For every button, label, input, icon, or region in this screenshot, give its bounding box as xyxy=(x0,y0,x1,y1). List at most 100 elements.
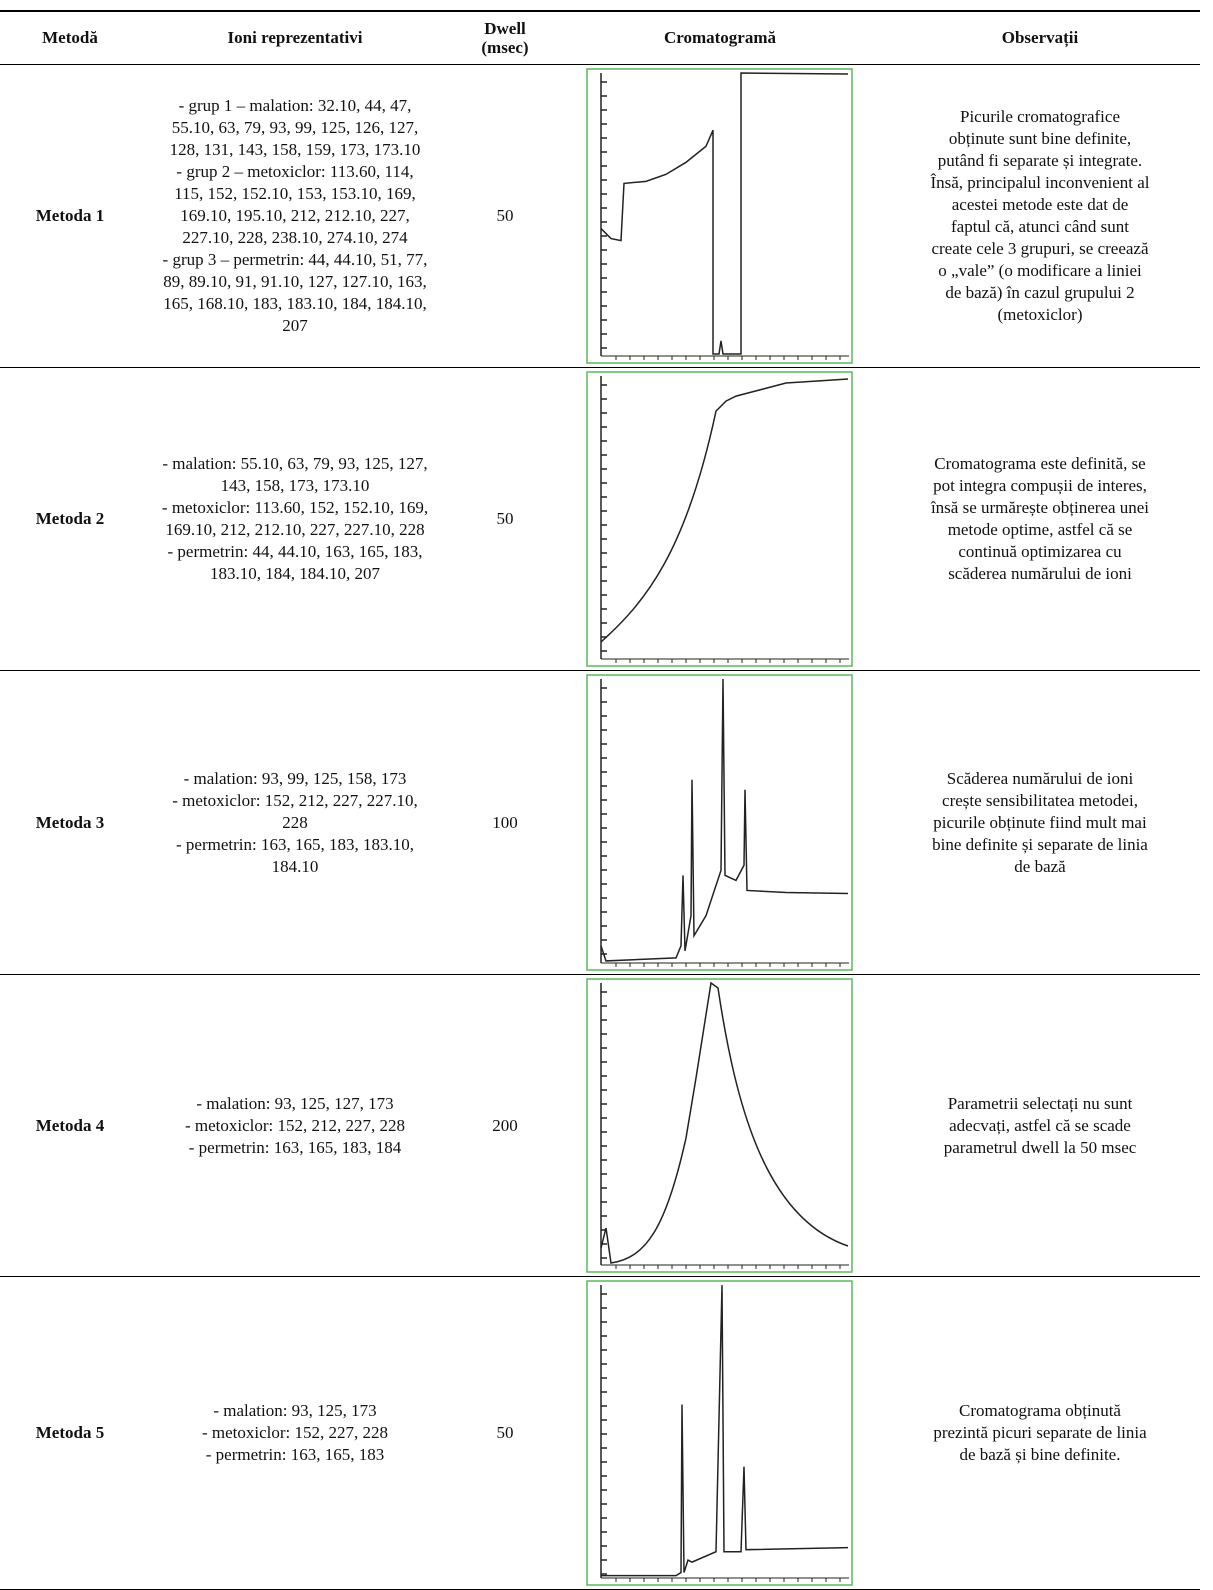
method-name: Metoda 5 xyxy=(36,1422,104,1444)
observations-line: scăderea numărului de ioni xyxy=(948,563,1132,585)
observations-line: Însă, principalul inconvenient al xyxy=(930,172,1149,194)
method-row: Metoda 3- malation: 93, 99, 125, 158, 17… xyxy=(0,671,1200,975)
chromatogram xyxy=(586,371,854,667)
header-text: Metodă xyxy=(42,27,98,49)
ions-line: 165, 168.10, 183, 183.10, 184, 184.10, xyxy=(163,293,427,315)
observations-line: Scăderea numărului de ioni xyxy=(947,768,1133,790)
ions-line: - grup 1 – malation: 32.10, 44, 47, xyxy=(179,95,412,117)
method-cell: Metoda 5 xyxy=(0,1277,140,1589)
observations-line: de bază și bine definite. xyxy=(960,1444,1121,1466)
chromatogram xyxy=(586,978,854,1273)
method-name: Metoda 4 xyxy=(36,1115,104,1137)
dwell-value: 100 xyxy=(492,812,518,834)
ions-line: 228 xyxy=(282,812,308,834)
ions-line: - metoxiclor: 152, 212, 227, 227.10, xyxy=(172,790,418,812)
ions-line: - permetrin: 163, 165, 183, 183.10, xyxy=(176,834,414,856)
observations-line: bine definite și separate de linia xyxy=(932,834,1148,856)
header-cell: Ioni reprezentativi xyxy=(140,12,450,64)
observations-line: de bază) în cazul grupului 2 xyxy=(945,282,1134,304)
observations-line: (metoxiclor) xyxy=(998,304,1083,326)
observations-line: Parametrii selectați nu sunt xyxy=(948,1093,1133,1115)
observations-line: pot integra compușii de interes, xyxy=(933,475,1147,497)
dwell-cell: 50 xyxy=(450,368,560,670)
observations-line: picurile obținute fiind mult mai xyxy=(933,812,1146,834)
ions-line: 207 xyxy=(282,315,308,337)
chromatogram-cell xyxy=(560,671,880,974)
chromatogram-frame xyxy=(587,372,852,666)
ions-line: 143, 158, 173, 173.10 xyxy=(221,475,370,497)
ions-cell: - grup 1 – malation: 32.10, 44, 47,55.10… xyxy=(140,65,450,367)
ions-cell: - malation: 93, 125, 127, 173- metoxiclo… xyxy=(140,975,450,1276)
ions-line: 184.10 xyxy=(272,856,319,878)
ions-line: - permetrin: 44, 44.10, 163, 165, 183, xyxy=(168,541,423,563)
dwell-value: 200 xyxy=(492,1115,518,1137)
observations-line: de bază xyxy=(1014,856,1065,878)
dwell-value: 50 xyxy=(497,508,514,530)
observations-line: adecvați, astfel că se scade xyxy=(949,1115,1131,1137)
header-row: Metodă Ioni reprezentativi Dwell (msec) … xyxy=(0,12,1200,65)
ions-line: - malation: 55.10, 63, 79, 93, 125, 127, xyxy=(162,453,427,475)
chromatogram-frame xyxy=(587,69,852,363)
observations-line: crește sensibilitatea metodei, xyxy=(942,790,1138,812)
dwell-value: 50 xyxy=(497,1422,514,1444)
dwell-value: 50 xyxy=(497,205,514,227)
ions-line: - permetrin: 163, 165, 183, 184 xyxy=(189,1137,401,1159)
observations-line: Cromatograma obținută xyxy=(959,1400,1121,1422)
observations-line: o „vale” (o modificare a liniei xyxy=(938,260,1141,282)
method-row: Metoda 2 - malation: 55.10, 63, 79, 93, 1… xyxy=(0,368,1200,671)
ions-line: - malation: 93, 125, 173 xyxy=(213,1400,376,1422)
chromatogram-cell xyxy=(560,975,880,1276)
observations-line: faptul că, atunci când sunt xyxy=(951,216,1129,238)
ions-line: - metoxiclor: 152, 227, 228 xyxy=(202,1422,388,1444)
ions-line: - metoxiclor: 113.60, 152, 152.10, 169, xyxy=(162,497,428,519)
method-name: Metoda 2 xyxy=(36,508,104,530)
ions-line: - grup 3 – permetrin: 44, 44.10, 51, 77, xyxy=(163,249,428,271)
observations-line: putând fi separate și integrate. xyxy=(938,150,1142,172)
method-row: Metoda 5 - malation: 93, 125, 173- metoxi… xyxy=(0,1277,1200,1590)
methods-table: Metodă Ioni reprezentativi Dwell (msec) … xyxy=(0,10,1200,1590)
ions-line: - metoxiclor: 152, 212, 227, 228 xyxy=(185,1115,405,1137)
method-name: Metoda 1 xyxy=(36,205,104,227)
header-text: Dwell (msec) xyxy=(475,19,535,57)
method-cell: Metoda 3 xyxy=(0,671,140,974)
dwell-cell: 200 xyxy=(450,975,560,1276)
dwell-cell: 100 xyxy=(450,671,560,974)
chromatogram xyxy=(586,68,854,364)
observations-line: acestei metode este dat de xyxy=(952,194,1129,216)
observations-line: create cele 3 grupuri, se creează xyxy=(931,238,1148,260)
ions-line: - malation: 93, 99, 125, 158, 173 xyxy=(184,768,407,790)
ions-line: - grup 2 – metoxiclor: 113.60, 114, xyxy=(176,161,413,183)
ions-line: - malation: 93, 125, 127, 173 xyxy=(196,1093,393,1115)
chromatogram-cell xyxy=(560,65,880,367)
chromatogram-cell xyxy=(560,368,880,670)
ions-line: 89, 89.10, 91, 91.10, 127, 127.10, 163, xyxy=(163,271,427,293)
observations-line: Cromatograma este definită, se xyxy=(934,453,1145,475)
chromatogram-cell xyxy=(560,1277,880,1589)
ions-line: 227.10, 228, 238.10, 274.10, 274 xyxy=(182,227,407,249)
ions-line: 169.10, 212, 212.10, 227, 227.10, 228 xyxy=(165,519,424,541)
header-cell: Metodă xyxy=(0,12,140,64)
ions-cell: - malation: 93, 99, 125, 158, 173- metox… xyxy=(140,671,450,974)
header-text: Ioni reprezentativi xyxy=(228,27,363,49)
chromatogram xyxy=(586,674,854,971)
header-cell: Observații xyxy=(880,12,1200,64)
header-cell: Dwell (msec) xyxy=(450,12,560,64)
header-cell: Cromatogramă xyxy=(560,12,880,64)
ions-line: 128, 131, 143, 158, 159, 173, 173.10 xyxy=(170,139,421,161)
ions-line: 169.10, 195.10, 212, 212.10, 227, xyxy=(180,205,410,227)
observations-line: metode optime, astfel că se xyxy=(948,519,1133,541)
chromatogram xyxy=(586,1280,854,1586)
observations-line: Picurile cromatografice xyxy=(960,106,1120,128)
header-text: Observații xyxy=(1002,27,1079,49)
chromatogram-frame xyxy=(587,675,852,970)
method-row: Metoda 1 - grup 1 – malation: 32.10, 44, … xyxy=(0,65,1200,368)
observations-line: însă se urmărește obținerea unei xyxy=(931,497,1149,519)
method-cell: Metoda 4 xyxy=(0,975,140,1276)
ions-cell: - malation: 93, 125, 173- metoxiclor: 15… xyxy=(140,1277,450,1589)
ions-cell: - malation: 55.10, 63, 79, 93, 125, 127,… xyxy=(140,368,450,670)
observations-line: obținute sunt bine definite, xyxy=(949,128,1131,150)
